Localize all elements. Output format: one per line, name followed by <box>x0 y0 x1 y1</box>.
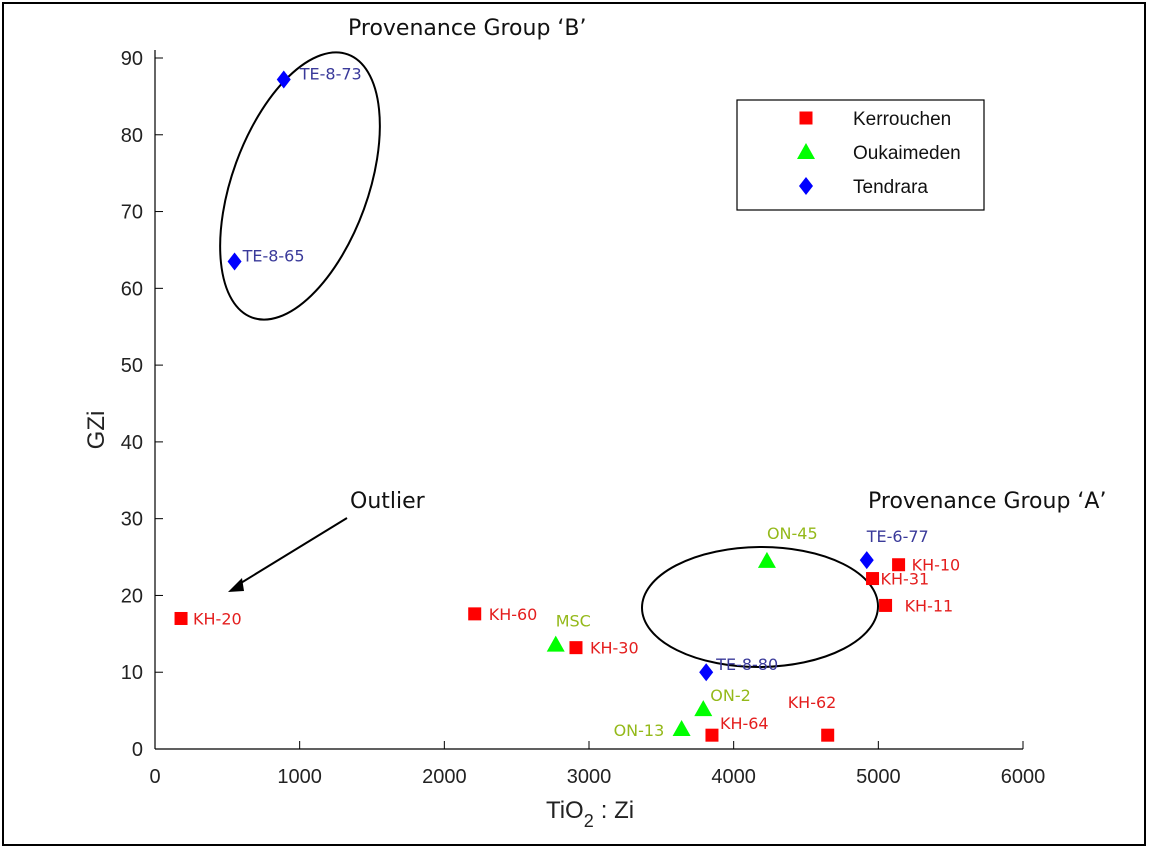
marker-kh-62 <box>821 728 835 742</box>
y-tick-label: 60 <box>121 278 143 300</box>
point-label-te-8-73: TE-8-73 <box>299 64 362 83</box>
y-tick-label: 20 <box>121 585 143 607</box>
marker-te-6-77 <box>859 551 874 570</box>
outlier-arrow-line <box>235 517 348 587</box>
marker-on-2 <box>694 700 713 717</box>
marker-on-45 <box>757 551 776 568</box>
y-tick-label: 30 <box>121 509 143 531</box>
legend-marker-oukaimeden <box>797 143 815 159</box>
ellipse-group-a <box>641 545 879 669</box>
point-label-on-45: ON-45 <box>767 524 818 543</box>
y-tick-label: 50 <box>121 355 143 377</box>
legend-marker-kerrouchen <box>799 111 813 125</box>
axes <box>154 50 1024 750</box>
point-label-kh-60: KH-60 <box>489 605 538 624</box>
annotation-outlier: Outlier <box>350 489 426 514</box>
legend-label-kerrouchen: Kerrouchen <box>853 109 951 130</box>
x-tick-label: 5000 <box>856 766 901 788</box>
x-tick-label: 0 <box>149 766 160 788</box>
y-tick-label: 40 <box>121 432 143 454</box>
point-label-on-13: ON-13 <box>614 721 665 740</box>
x-tick-label: 4000 <box>711 766 756 788</box>
marker-kh-11 <box>879 598 893 612</box>
marker-kh-31 <box>866 572 880 586</box>
ellipse-group-b <box>219 51 381 321</box>
legend-box <box>736 99 985 211</box>
point-label-kh-31: KH-31 <box>881 570 930 589</box>
point-label-kh-62: KH-62 <box>788 693 837 712</box>
marker-kh-30 <box>569 641 583 655</box>
point-label-te-8-80: TE-8-80 <box>715 655 778 674</box>
marker-te-8-73 <box>276 70 291 89</box>
point-label-kh-64: KH-64 <box>720 714 769 733</box>
point-label-kh-30: KH-30 <box>590 639 639 658</box>
marker-msc <box>546 635 565 652</box>
point-label-te-6-77: TE-6-77 <box>866 527 929 546</box>
point-label-msc: MSC <box>556 612 591 631</box>
legend: Kerrouchen Oukaimeden Tendrara <box>736 99 985 211</box>
x-axis-label: TiO2 : Zi <box>546 797 634 831</box>
point-label-kh-11: KH-11 <box>905 596 954 615</box>
marker-kh-10 <box>892 558 906 572</box>
marker-kh-20 <box>174 611 188 625</box>
marker-te-8-65 <box>227 252 242 271</box>
x-tick-label: 6000 <box>1001 766 1046 788</box>
x-axis-label-subscript: 2 <box>584 811 594 831</box>
x-axis-label-main: TiO <box>546 797 584 824</box>
marker-kh-60 <box>468 607 482 621</box>
y-tick-label: 90 <box>121 48 143 70</box>
point-label-te-8-65: TE-8-65 <box>242 246 305 265</box>
legend-marker-tendrara <box>799 177 813 195</box>
x-tick-label: 2000 <box>422 766 467 788</box>
y-tick-label: 70 <box>121 202 143 224</box>
group-ellipses <box>219 51 879 669</box>
marker-te-8-80 <box>699 663 714 682</box>
data-points <box>174 70 906 742</box>
y-tick-label: 80 <box>121 125 143 147</box>
outlier-arrow-head <box>228 578 244 592</box>
legend-label-oukaimeden: Oukaimeden <box>853 143 961 164</box>
legend-label-tendrara: Tendrara <box>853 177 928 198</box>
y-axis-label: GZi <box>83 411 110 450</box>
marker-on-13 <box>672 720 691 737</box>
y-tick-label: 10 <box>121 662 143 684</box>
marker-kh-64 <box>705 728 719 742</box>
x-tick-label: 1000 <box>277 766 322 788</box>
x-axis-label-suffix: : Zi <box>601 797 634 824</box>
annotation-group-b: Provenance Group ‘B’ <box>348 16 587 41</box>
x-tick-label: 3000 <box>567 766 612 788</box>
annotation-group-a: Provenance Group ‘A’ <box>868 489 1106 514</box>
point-label-on-2: ON-2 <box>710 686 751 705</box>
point-label-kh-20: KH-20 <box>193 609 242 628</box>
point-label-kh-10: KH-10 <box>912 556 961 575</box>
tick-labels: 0 1000 2000 3000 4000 5000 6000 0 10 20 30 40 50 60 70… <box>121 48 1046 788</box>
y-tick-label: 0 <box>132 739 143 761</box>
